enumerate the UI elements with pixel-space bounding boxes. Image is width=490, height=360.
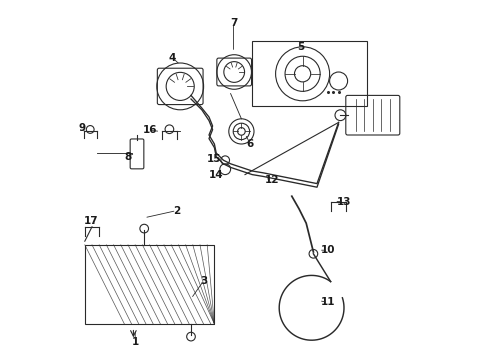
Text: 9: 9 [79,123,86,133]
Text: 14: 14 [209,170,223,180]
Text: 3: 3 [200,276,207,286]
Text: 8: 8 [124,152,132,162]
Text: 7: 7 [230,18,237,28]
Text: 11: 11 [320,297,335,307]
Text: 6: 6 [247,139,254,149]
Text: 17: 17 [84,216,98,226]
Bar [252,41,368,106]
Text: 4: 4 [169,53,176,63]
Text: 13: 13 [337,197,351,207]
Text: 10: 10 [320,245,335,255]
Text: 16: 16 [143,125,157,135]
Text: 5: 5 [297,42,304,52]
Text: 12: 12 [265,175,279,185]
Text: 2: 2 [173,206,180,216]
Text: 1: 1 [132,337,139,347]
Bar [85,245,215,324]
Text: 15: 15 [207,154,221,165]
